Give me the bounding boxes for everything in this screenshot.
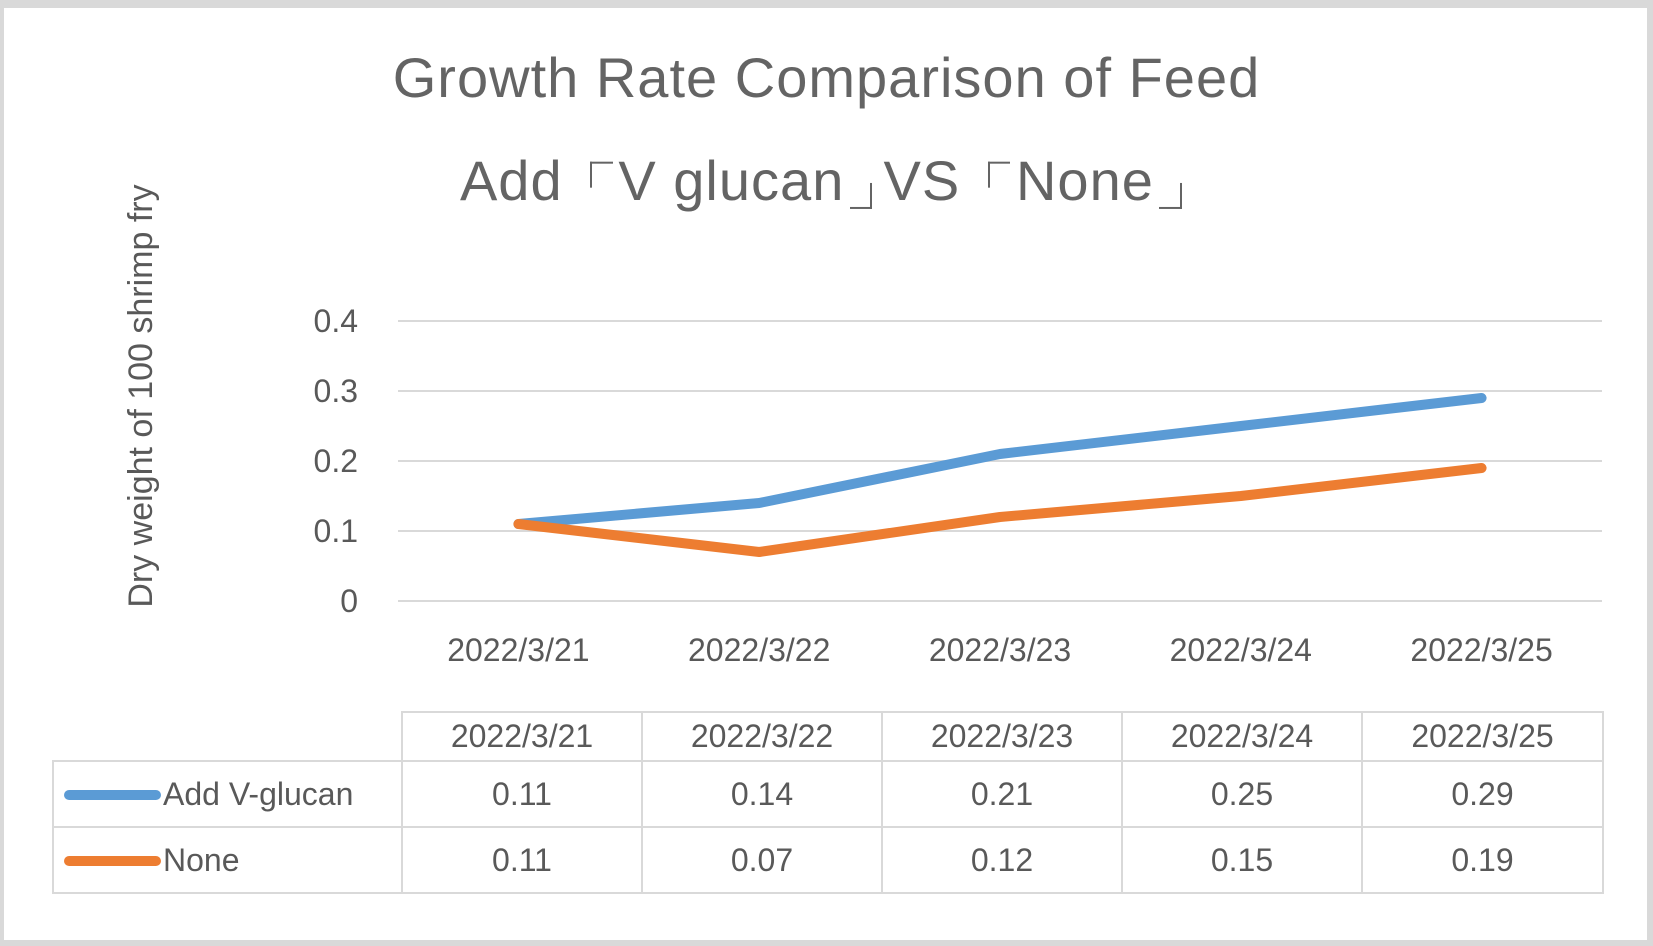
cjk-open-bracket [590,161,613,188]
x-axis-tick-label: 2022/3/23 [928,632,1072,668]
legend-label-cell: Add V-glucan [52,760,403,828]
legend-key-icon [64,856,161,867]
x-axis-tick-label: 2022/3/21 [447,632,590,668]
table-header-cell: 2022/3/22 [641,711,883,762]
legend-label-cell: None [52,826,403,894]
series-line-add-v-glucan [513,393,1487,529]
x-axis-tick-label: 2022/3/22 [688,632,831,668]
table-row-none: None 0.11 0.07 0.12 0.15 0.19 [52,826,1604,894]
table-value-cell: 0.14 [641,760,883,828]
chart-data-table: 2022/3/21 2022/3/22 2022/3/23 2022/3/24 2022… [52,711,1604,894]
legend-series-name: Add V-glucan [163,776,354,813]
cjk-open-bracket [987,161,1011,188]
table-value-cell: 0.15 [1121,826,1363,894]
table-value-cell: 0.19 [1361,826,1604,894]
table-header-cell: 2022/3/25 [1361,711,1604,762]
x-axis-tick-label: 2022/3/24 [1169,632,1312,668]
table-value-cell: 0.25 [1121,760,1363,828]
table-value-cell: 0.21 [881,760,1123,828]
chart-title-line-2: Add V glucan VS None [0,151,1653,211]
table-value-cell: 0.29 [1361,760,1604,828]
cjk-close-bracket [849,183,873,209]
table-value-cell: 0.07 [641,826,883,894]
table-header-cell: 2022/3/23 [881,711,1123,762]
table-header-cell: 2022/3/24 [1121,711,1363,762]
table-corner-cell [53,712,402,761]
table-row-add-v-glucan: Add V-glucan 0.11 0.14 0.21 0.25 0.29 [52,760,1604,828]
y-axis-tick-label: 0.4 [313,303,358,339]
chart-title-line-1: Growth Rate Comparison of Feed [392,46,1261,109]
table-value-cell: 0.11 [401,760,643,828]
cjk-close-bracket [1159,183,1182,209]
y-axis-tick-label: 0.3 [313,373,358,409]
table-header-cell: 2022/3/21 [401,711,643,762]
chart-title: Growth Rate Comparison of Feed Add V glu… [0,48,1653,211]
table-value-cell: 0.11 [401,826,643,894]
x-axis-tick-label: 2022/3/25 [1410,632,1553,668]
y-axis-tick-label: 0.2 [313,443,358,479]
table-header-row: 2022/3/21 2022/3/22 2022/3/23 2022/3/24 2022… [53,711,1604,762]
series-line-none [513,463,1487,557]
y-axis-tick-label: 0 [340,583,358,619]
table-value-cell: 0.12 [881,826,1123,894]
y-axis-title: Dry weight of 100 shrimp fry [122,184,160,608]
legend-key-icon [64,790,161,801]
y-axis-tick-label: 0.1 [313,513,358,549]
legend-series-name: None [163,842,240,879]
